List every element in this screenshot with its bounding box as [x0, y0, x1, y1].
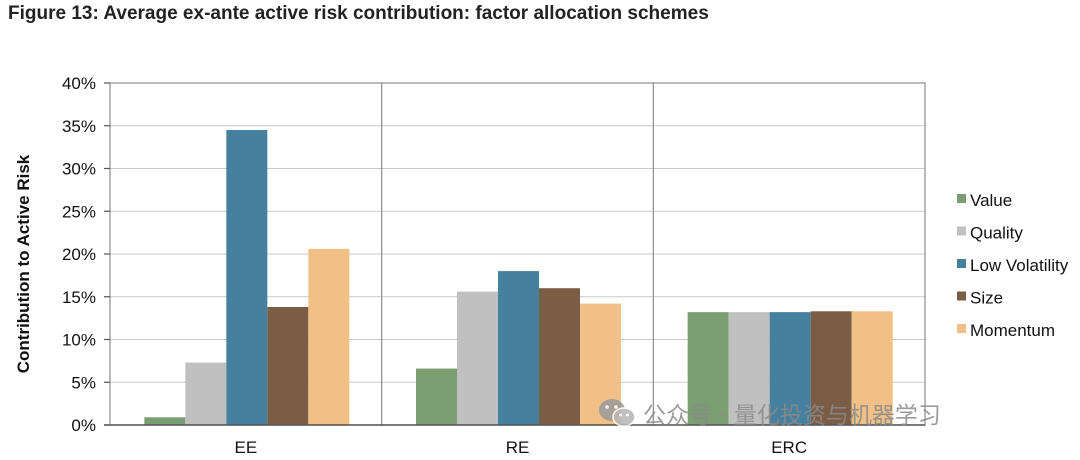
bar-erc-value — [687, 312, 729, 425]
x-tick-label: RE — [506, 438, 530, 457]
legend-label: Value — [970, 191, 1012, 210]
watermark-text: 公众号 · 量化投资与机器学习 — [643, 403, 941, 429]
x-tick-label: EE — [234, 438, 257, 457]
axes — [104, 82, 926, 426]
bar-ee-quality — [185, 362, 227, 425]
x-tick-labels: EE RE ERC — [234, 438, 807, 457]
legend-label: Momentum — [970, 321, 1055, 340]
legend-swatch — [957, 194, 966, 203]
y-tick-label: 40% — [62, 74, 96, 93]
bar-re-quality — [457, 291, 498, 425]
legend: Value Quality Low Volatility Size Momentum — [957, 191, 1069, 340]
bar-ee-low-volatility — [226, 130, 268, 425]
bar-re-value — [416, 368, 457, 425]
legend-swatch — [957, 259, 966, 268]
bars — [144, 130, 893, 425]
legend-swatch — [957, 324, 966, 333]
y-tick-label: 5% — [71, 373, 96, 392]
bar-ee-size — [267, 307, 309, 425]
legend-label: Size — [970, 289, 1003, 308]
bar-erc-low-volatility — [769, 312, 811, 425]
y-tick-label: 10% — [62, 331, 96, 350]
y-tick-label: 15% — [62, 288, 96, 307]
y-axis-title: Contribution to Active Risk — [14, 154, 33, 373]
bar-ee-value — [144, 417, 186, 425]
figure-title: Figure 13: Average ex-ante active risk c… — [8, 3, 709, 24]
bar-erc-quality — [728, 312, 770, 425]
legend-swatch — [957, 226, 966, 236]
watermark: 公众号 · 量化投资与机器学习 — [597, 396, 941, 430]
y-tick-label: 35% — [62, 117, 96, 136]
legend-swatch — [957, 291, 966, 301]
bar-erc-momentum — [851, 311, 893, 425]
y-tick-label: 20% — [62, 245, 96, 264]
bar-re-low-volatility — [498, 271, 539, 425]
y-tick-labels: 0% 5% 10% 15% 20% 25% 30% 35% 40% — [62, 74, 96, 435]
bar-re-size — [539, 288, 580, 425]
x-tick-label: ERC — [771, 438, 807, 457]
legend-label: Low Volatility — [970, 256, 1069, 275]
y-tick-label: 25% — [62, 202, 96, 221]
legend-label: Quality — [970, 224, 1023, 243]
y-tick-label: 0% — [71, 416, 96, 435]
y-tick-label: 30% — [62, 160, 96, 179]
wechat-icon — [599, 399, 636, 427]
bar-ee-momentum — [308, 248, 350, 425]
bar-erc-size — [810, 311, 852, 425]
